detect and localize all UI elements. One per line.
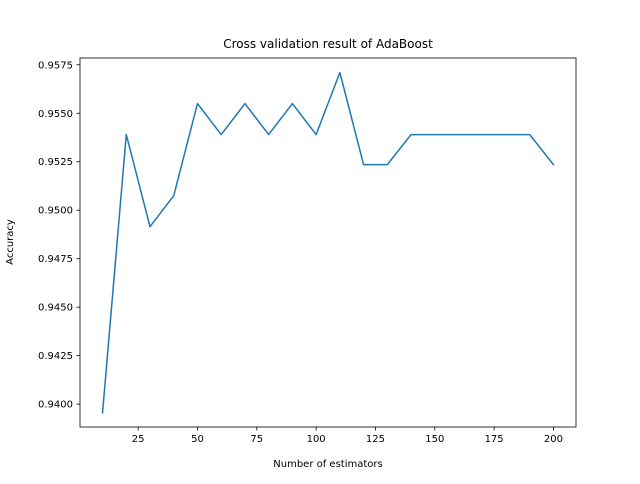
x-tick-label-0: 25 [132,434,145,445]
y-tick-label-2: 0.9450 [38,303,73,314]
x-tick-label-7: 200 [544,434,563,445]
axes-frame [79,57,577,428]
y-tick-label-1: 0.9425 [38,351,73,362]
x-tick-label-2: 75 [250,434,263,445]
x-tick-label-6: 175 [485,434,504,445]
plot-area: 25 50 75 100 125 150 175 200 0.9400 0.9425 0.9450 0… [38,57,577,445]
x-axis-label: Number of estimators [273,459,382,470]
y-tick-label-4: 0.9500 [38,206,73,217]
y-tick-label-5: 0.9525 [38,157,73,168]
x-tick-label-1: 50 [191,434,204,445]
y-tick-label-6: 0.9550 [38,109,73,120]
x-tick-label-5: 150 [425,434,444,445]
y-axis-label: Accuracy [5,219,16,265]
y-tick-label-0: 0.9400 [38,400,73,411]
y-tick-label-3: 0.9475 [38,254,73,265]
x-tick-label-4: 125 [366,434,385,445]
x-tick-label-3: 100 [307,434,326,445]
chart-title: Cross validation result of AdaBoost [223,37,433,51]
y-tick-label-7: 0.9575 [38,60,73,71]
series-line-0 [101,71,555,414]
